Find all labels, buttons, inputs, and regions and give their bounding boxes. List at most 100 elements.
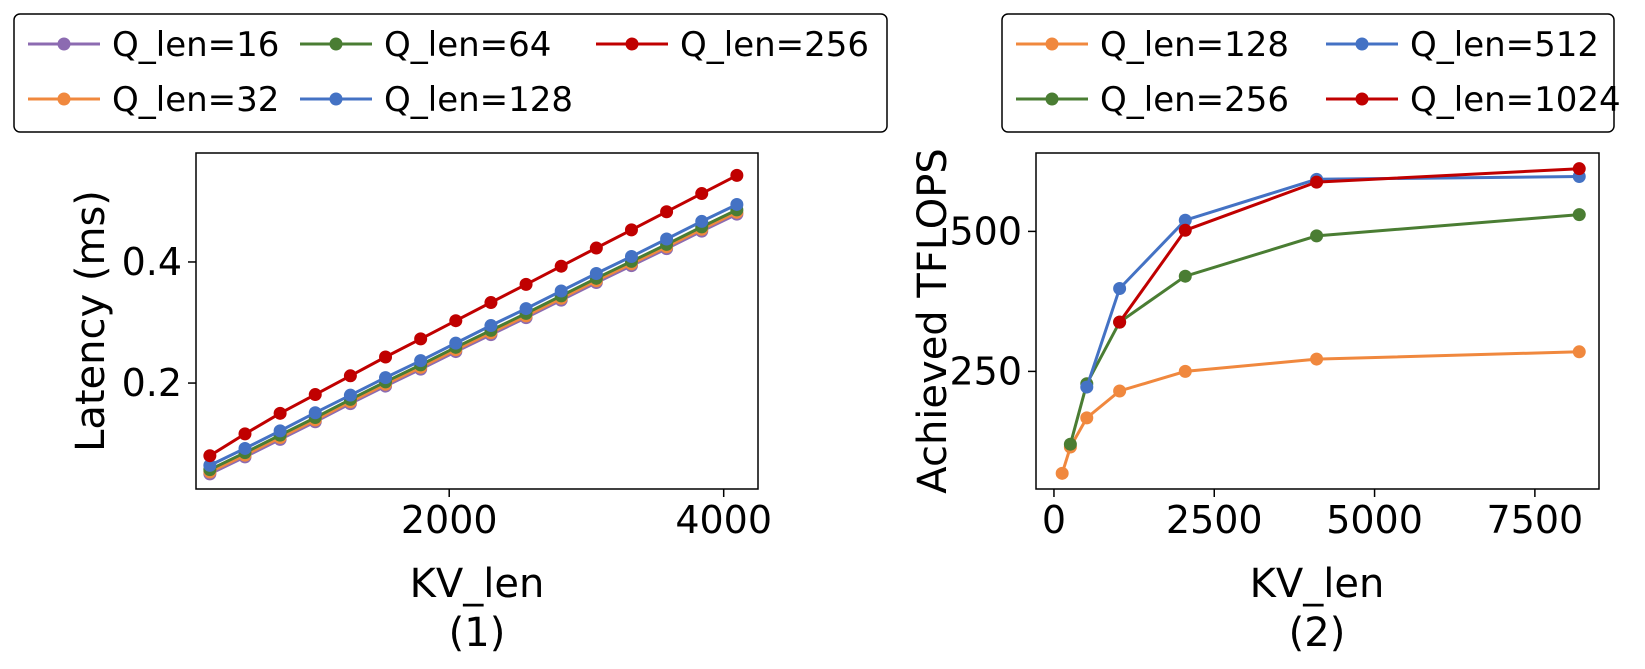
legend-label-1-q-len-64: Q_len=64 [384,25,551,65]
data-point-1-q-len-256-14 [695,187,709,201]
series-1-q-len-128 [203,197,744,472]
data-point-1-q-len-256-10 [554,259,568,273]
data-point-1-q-len-128-5 [379,371,393,385]
legend-entry-1-q-len-32: Q_len=32 [28,80,279,120]
plot-area-2 [1035,152,1600,490]
series-line-1-q-len-64 [209,208,738,471]
data-point-2-q-len-128-5 [1310,352,1324,366]
legend-label-2-q-len-128: Q_len=128 [1100,25,1289,65]
data-point-1-q-len-256-15 [730,168,744,182]
legend-marker-1-q-len-64 [329,37,343,51]
series-line-2-q-len-512 [1085,175,1580,388]
data-point-1-q-len-256-9 [519,277,533,291]
legend-entry-2-q-len-128: Q_len=128 [1016,25,1289,65]
y-tick-label-2-0: 250 [949,349,1022,393]
legend-entry-1-q-len-128: Q_len=128 [300,80,573,120]
data-point-2-q-len-1024-1 [1178,223,1192,237]
series-line-2-q-len-128 [1060,350,1580,474]
data-point-2-q-len-128-4 [1178,364,1192,378]
data-point-1-q-len-128-7 [449,336,463,350]
data-point-1-q-len-128-14 [695,214,709,228]
series-2-q-len-256 [1063,208,1586,451]
legend-label-1-q-len-32: Q_len=32 [112,80,279,120]
series-1-q-len-256 [203,168,744,463]
data-point-1-q-len-128-4 [343,388,357,402]
data-point-2-q-len-256-0 [1063,437,1077,451]
data-point-2-q-len-256-3 [1178,269,1192,283]
y-tick-label-2-1: 500 [949,209,1022,253]
chart-1: Q_len=16 Q_len=64 Q_len=256 Q_len=32 Q_len=1… [13,13,888,656]
legend-marker-2-q-len-1024 [1355,92,1369,106]
data-point-1-q-len-256-5 [379,350,393,364]
subplot-caption-1: (1) [449,610,506,656]
series-line-2-q-len-256 [1068,213,1580,445]
data-point-1-q-len-128-15 [730,197,744,211]
legend-label-2-q-len-512: Q_len=512 [1410,25,1599,65]
x-tick-label-1-1: 4000 [675,498,772,542]
legend-entry-2-q-len-256: Q_len=256 [1016,80,1289,120]
legend-marker-2-q-len-256 [1045,92,1059,106]
data-point-1-q-len-256-2 [273,406,287,420]
data-point-1-q-len-128-8 [484,319,498,333]
legend-entry-1-q-len-16: Q_len=16 [28,25,279,65]
legend-entry-2-q-len-1024: Q_len=1024 [1326,80,1621,120]
y-axis-label-1: Latency (ms) [68,190,114,452]
data-point-2-q-len-512-2 [1178,213,1192,227]
data-point-2-q-len-128-0 [1055,466,1069,480]
data-point-1-q-len-128-2 [273,424,287,438]
x-tick-label-2-3: 7500 [1487,498,1584,542]
series-2-q-len-128 [1055,345,1586,480]
data-point-1-q-len-256-8 [484,296,498,310]
data-point-1-q-len-128-10 [554,284,568,298]
subplot-caption-2: (2) [1289,610,1346,656]
series-line-1-q-len-16 [209,212,738,476]
series-line-1-q-len-32 [209,210,738,474]
data-point-2-q-len-512-1 [1113,282,1127,296]
x-tick-label-1-0: 2000 [401,498,498,542]
data-point-1-q-len-128-6 [414,354,428,368]
data-point-1-q-len-128-1 [238,441,252,455]
x-tick-label-2-1: 2500 [1166,498,1263,542]
data-point-1-q-len-128-9 [519,302,533,316]
data-point-2-q-len-128-3 [1113,384,1127,398]
series-line-1-q-len-256 [209,174,738,457]
legend-marker-1-q-len-128 [329,92,343,106]
legend-marker-1-q-len-256 [625,37,639,51]
legend-label-2-q-len-256: Q_len=256 [1100,80,1289,120]
data-point-1-q-len-256-6 [414,332,428,346]
data-point-1-q-len-256-4 [343,369,357,383]
chart-2: Q_len=128 Q_len=512 Q_len=256 Q_len=1024 0 2… [910,13,1621,656]
data-point-2-q-len-256-4 [1310,229,1324,243]
legend-marker-2-q-len-128 [1045,37,1059,51]
data-point-1-q-len-256-0 [203,449,217,463]
y-tick-label-1-1: 0.4 [122,240,182,284]
data-point-1-q-len-256-12 [624,223,638,237]
data-point-1-q-len-128-12 [624,250,638,264]
legend-2-frame [1001,13,1615,133]
y-axis-label-2: Achieved TFLOPS [910,148,956,493]
data-point-2-q-len-1024-2 [1310,175,1324,189]
data-point-1-q-len-256-1 [238,427,252,441]
legend-label-1-q-len-256: Q_len=256 [680,25,869,65]
legend-2: Q_len=128 Q_len=512 Q_len=256 Q_len=1024 [1001,13,1621,133]
data-point-1-q-len-256-7 [449,314,463,328]
legend-entry-1-q-len-64: Q_len=64 [300,25,551,65]
data-point-1-q-len-256-11 [589,241,603,255]
series-line-1-q-len-128 [209,203,738,467]
data-point-2-q-len-1024-3 [1572,162,1586,176]
legend-entry-2-q-len-512: Q_len=512 [1326,25,1599,65]
legend-1-frame [13,13,888,133]
legend-entry-1-q-len-256: Q_len=256 [596,25,869,65]
data-point-1-q-len-128-3 [308,406,322,420]
data-point-1-q-len-256-13 [660,205,674,219]
x-tick-label-2-0: 0 [1042,498,1066,542]
data-point-1-q-len-256-3 [308,388,322,402]
data-point-2-q-len-128-6 [1572,345,1586,359]
plot-area-1 [195,152,759,490]
legend-marker-1-q-len-16 [57,37,71,51]
y-tick-label-1-0: 0.2 [122,361,182,405]
data-point-2-q-len-128-2 [1080,411,1094,425]
legend-label-1-q-len-128: Q_len=128 [384,80,573,120]
legend-marker-2-q-len-512 [1355,37,1369,51]
